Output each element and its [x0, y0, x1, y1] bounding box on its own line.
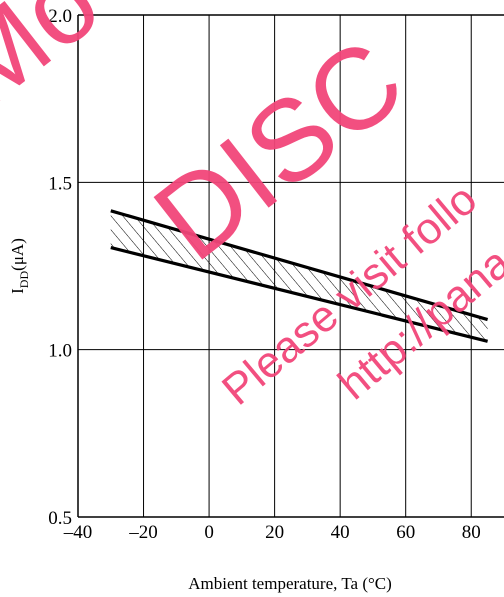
plot-frame: [77, 14, 504, 518]
x-axis-title: Ambient temperature, Ta (°C): [188, 574, 392, 593]
series-line-upper: [110, 209, 489, 322]
watermark-text-1: Mo: [0, 0, 121, 130]
watermark: Mo DISC Please visit follo http://pana: [0, 0, 504, 415]
x-tick-label-4: 40: [331, 522, 350, 543]
series-lines: [110, 209, 489, 343]
x-tick-label-1: –20: [128, 522, 158, 543]
x-tick-label-0: –40: [63, 522, 93, 543]
y-tick-label-1: 1.0: [48, 341, 72, 362]
x-tick-label-2: 0: [204, 522, 214, 543]
x-tick-label-3: 20: [265, 522, 284, 543]
hatched-band: [110, 210, 488, 342]
y-axis-title-main: I: [8, 288, 27, 294]
x-tick-label-5: 60: [396, 522, 415, 543]
y-axis-title-unit: (μA): [8, 238, 27, 271]
y-axis-title-sub: DD: [17, 271, 31, 289]
y-axis-title: IDD(μA): [8, 238, 31, 294]
y-tick-label-3: 2.0: [48, 6, 72, 27]
x-tick-labels: –40 –20 0 20 40 60 80: [63, 522, 481, 543]
series-line-lower: [110, 246, 489, 343]
y-tick-label-2: 1.5: [48, 173, 72, 194]
x-tick-label-6: 80: [462, 522, 481, 543]
y-tick-label-0: 0.5: [48, 508, 72, 529]
y-tick-labels: 0.5 1.0 1.5 2.0: [48, 6, 72, 529]
band-layer: [110, 210, 488, 342]
